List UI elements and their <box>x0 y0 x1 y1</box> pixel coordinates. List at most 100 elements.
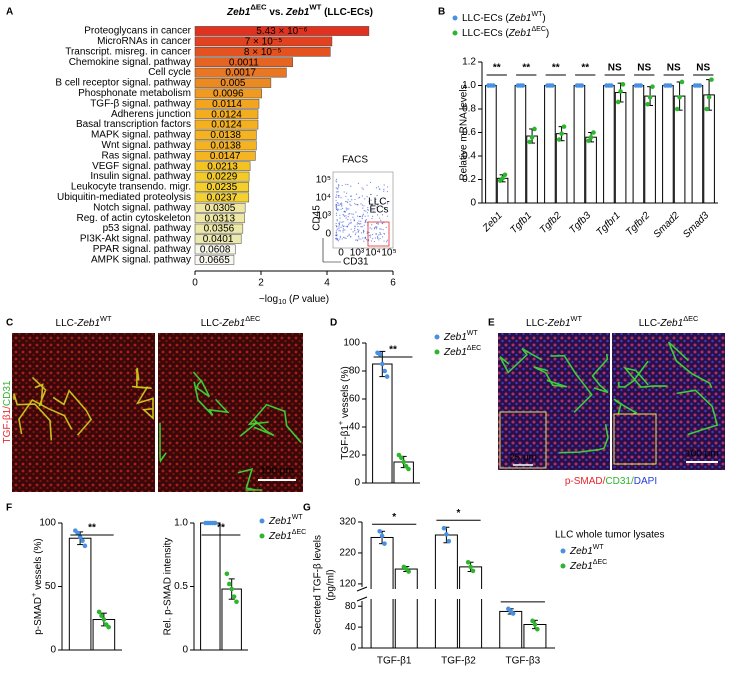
data-point <box>379 533 385 539</box>
text-part: LLC-ECs ( <box>462 13 509 24</box>
data-point <box>382 541 387 546</box>
facs-dot <box>375 232 377 235</box>
facs-dot <box>375 226 377 229</box>
facs-dot <box>371 228 373 230</box>
bar <box>194 109 259 120</box>
facs-dot <box>386 215 389 217</box>
facs-dot <box>343 211 345 213</box>
text-part: vessels (%) <box>33 538 44 592</box>
facs-dot <box>336 226 338 228</box>
facs-dot <box>341 224 344 226</box>
y-tick-label: 0 <box>354 478 360 489</box>
facs-dot <box>381 222 383 225</box>
text-part: ΔEC <box>531 26 545 33</box>
data-point <box>77 534 83 540</box>
facs-dot <box>345 215 347 217</box>
facs-dot <box>358 238 360 240</box>
facs-dot <box>346 209 348 211</box>
facs-dot <box>370 193 372 196</box>
category-label: p53 signal. pathway <box>103 223 191 234</box>
text-part: Zeb1 <box>508 28 532 39</box>
p-value-label: 0.005 <box>220 78 245 89</box>
text-part: −log <box>259 294 278 305</box>
y-tick-label: 0 <box>350 643 356 654</box>
text-part: TGF-β1 <box>340 425 351 460</box>
facs-dot <box>375 233 377 236</box>
facs-dot <box>376 222 378 224</box>
facs-dot <box>362 214 364 216</box>
facs-dot <box>337 202 339 204</box>
bar <box>194 213 245 224</box>
inset-y-tick-label: 0 <box>325 229 331 240</box>
facs-dot <box>337 191 339 193</box>
significance: NS <box>667 63 681 74</box>
data-point <box>579 83 585 88</box>
data-point <box>638 83 644 88</box>
facs-dot <box>370 240 372 242</box>
vessel-stain <box>533 366 568 388</box>
y-axis-label: (pg/ml) <box>326 569 337 600</box>
facs-dot <box>352 216 354 218</box>
text-part: Zeb1 <box>547 318 571 329</box>
facs-dot <box>338 223 341 225</box>
facs-dot <box>362 207 364 209</box>
text-part: WT <box>571 314 583 323</box>
channel-label: p-SMAD/CD31/DAPI <box>565 476 657 487</box>
y-tick-label: 50 <box>45 581 57 592</box>
p-value-label: 0.0147 <box>210 151 241 162</box>
legend-marker <box>259 518 265 524</box>
facs-dot <box>346 192 348 194</box>
facs-dot <box>385 226 387 228</box>
facs-dot <box>348 234 350 236</box>
facs-dot <box>341 207 344 210</box>
facs-dot <box>376 214 379 216</box>
facs-dot <box>336 208 338 211</box>
inset-y-label: CD45 <box>312 205 323 231</box>
facs-dot <box>364 236 367 239</box>
facs-dot <box>345 217 347 219</box>
facs-dot <box>361 195 363 197</box>
data-point <box>441 525 447 531</box>
p-value-label: 0.0229 <box>207 172 238 183</box>
category-label: VEGF signal. pathway <box>92 161 191 172</box>
facs-dot <box>350 185 352 187</box>
facs-dot <box>350 228 352 230</box>
data-point <box>709 77 714 82</box>
text-part: value) <box>299 294 329 305</box>
facs-dot <box>345 183 347 186</box>
facs-dot <box>354 233 356 236</box>
facs-dot <box>355 211 357 213</box>
vessel-stain <box>159 422 167 463</box>
p-value-label: 0.0017 <box>225 68 256 79</box>
text-part: ΔEC <box>245 314 261 323</box>
y-tick-label: 1.0 <box>174 518 188 529</box>
facs-dot <box>355 232 357 234</box>
facs-dot <box>358 215 361 218</box>
facs-dot <box>376 194 378 197</box>
bar <box>194 254 235 265</box>
facs-dot <box>353 219 356 222</box>
facs-dot <box>338 226 340 228</box>
text-part: ΔEC <box>593 559 607 566</box>
facs-dot <box>385 208 387 211</box>
text-part: LLC-ECs ( <box>462 28 509 39</box>
facs-dot <box>341 204 343 206</box>
bar <box>459 566 483 649</box>
significance: ** <box>217 523 225 534</box>
facs-dot <box>336 228 338 230</box>
facs-dot <box>351 199 353 201</box>
text-part: Zeb1 <box>226 7 251 18</box>
facs-dot <box>368 200 370 202</box>
facs-dot <box>338 230 340 232</box>
facs-dot <box>342 226 344 228</box>
text-part: WT <box>467 330 479 337</box>
data-point <box>96 609 102 615</box>
inset-x-tick-label: 10⁵ <box>381 248 396 259</box>
y-tick-label: 60 <box>349 394 361 405</box>
facs-dot <box>362 232 365 234</box>
facs-dot <box>339 217 341 219</box>
facs-dot <box>371 224 373 226</box>
facs-dot <box>370 199 372 201</box>
legend-label: Zeb1ΔEC <box>569 559 607 572</box>
facs-dot <box>335 234 337 236</box>
